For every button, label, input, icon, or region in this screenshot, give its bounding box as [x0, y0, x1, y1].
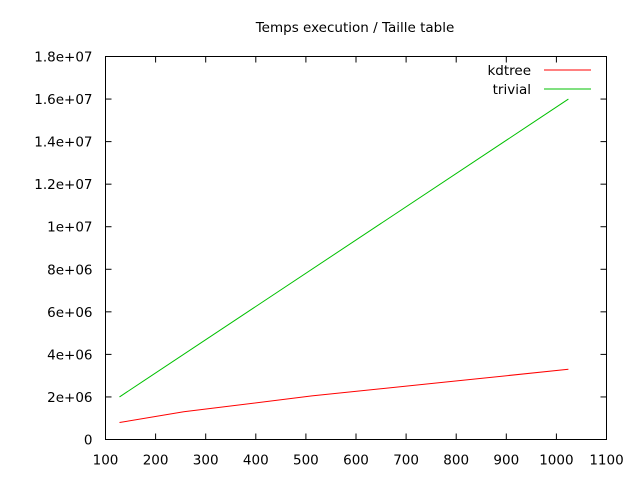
legend-label-trivial: trivial [493, 82, 531, 98]
y-axis: 0 2e+06 4e+06 6e+06 8e+06 1e+07 1.2e+07 1.4e+07… [34, 50, 607, 449]
y-tick-label: 1e+07 [47, 220, 92, 236]
x-tick-label: 300 [193, 453, 219, 469]
x-axis: 100 200 300 400 500 600 700 800 900 1000 1100 [93, 56, 624, 469]
chart-title: Temps execution / Taille table [255, 20, 455, 36]
y-tick-label: 1.4e+07 [34, 135, 92, 151]
y-tick-label: 8e+06 [47, 262, 92, 278]
x-tick-label: 800 [443, 453, 469, 469]
x-tick-label: 200 [143, 453, 169, 469]
y-tick-label: 4e+06 [47, 347, 92, 363]
x-tick-label: 900 [493, 453, 519, 469]
x-tick-label: 1100 [589, 453, 623, 469]
y-tick-label: 1.6e+07 [34, 92, 92, 108]
x-tick-label: 400 [243, 453, 269, 469]
y-tick-label: 2e+06 [47, 390, 92, 406]
x-tick-label: 500 [293, 453, 319, 469]
series-line-trivial [119, 98, 569, 398]
x-tick-label: 100 [93, 453, 119, 469]
legend-label-kdtree: kdtree [487, 63, 531, 79]
x-tick-label: 600 [343, 453, 369, 469]
plot-frame [105, 56, 607, 440]
series-line-kdtree [119, 368, 569, 423]
series-group [119, 98, 569, 423]
legend: kdtree trivial [487, 63, 591, 98]
y-tick-label: 6e+06 [47, 305, 92, 321]
y-tick-label: 1.8e+07 [34, 50, 92, 66]
x-tick-label: 700 [393, 453, 419, 469]
y-tick-label: 1.2e+07 [34, 177, 92, 193]
y-tick-label: 0 [84, 433, 93, 449]
x-tick-label: 1000 [539, 453, 573, 469]
